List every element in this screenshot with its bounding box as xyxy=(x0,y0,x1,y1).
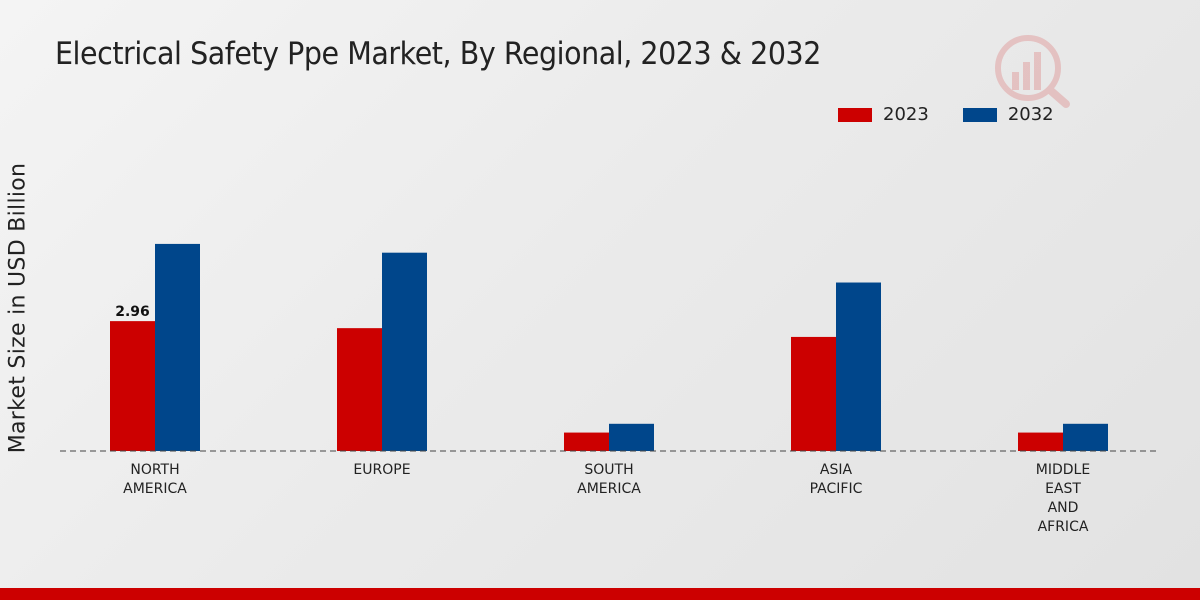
bar-2023-europe xyxy=(337,328,382,451)
bar-2023-middle-east-and-africa xyxy=(1018,432,1063,451)
data-label-2023-north-america: 2.96 xyxy=(115,304,150,320)
x-tick-label-middle-east-and-africa-4: AFRICA xyxy=(1038,519,1089,535)
x-tick-label-asia-pacific-2: PACIFIC xyxy=(810,481,863,497)
legend-item-2032: 2032 xyxy=(962,104,1054,125)
bar-2023-south-america xyxy=(564,432,609,451)
legend-label-2023: 2023 xyxy=(883,104,929,125)
x-tick-label-north-america-1: NORTH xyxy=(130,462,179,478)
bottom-accent-bar xyxy=(0,588,1200,600)
logo-icon xyxy=(995,35,1070,108)
x-tick-label-south-america-1: SOUTH xyxy=(584,462,633,478)
bar-2023-north-america xyxy=(110,321,155,451)
legend-swatch-2032 xyxy=(962,107,997,122)
x-tick-label-middle-east-and-africa-1: MIDDLE xyxy=(1036,462,1090,478)
x-tick-label-south-america-2: AMERICA xyxy=(577,481,641,497)
chart-title: Electrical Safety Ppe Market, By Regiona… xyxy=(55,36,821,72)
bar-2032-middle-east-and-africa xyxy=(1063,423,1108,451)
x-tick-label-middle-east-and-africa-3: AND xyxy=(1048,500,1079,516)
bar-2032-north-america xyxy=(155,243,200,451)
legend-swatch-2023 xyxy=(838,107,872,122)
bar-2023-asia-pacific xyxy=(791,336,836,451)
legend: 2023 2032 xyxy=(838,104,1088,125)
bar-2032-south-america xyxy=(609,423,654,451)
x-tick-label-asia-pacific-1: ASIA xyxy=(820,462,853,478)
bar-2032-asia-pacific xyxy=(836,282,881,451)
legend-item-2023: 2023 xyxy=(838,104,929,125)
bar-2032-europe xyxy=(382,252,427,451)
x-tick-label-europe-1: EUROPE xyxy=(353,462,410,478)
legend-label-2032: 2032 xyxy=(1007,104,1054,125)
x-tick-label-middle-east-and-africa-2: EAST xyxy=(1045,481,1081,497)
x-tick-label-north-america-2: AMERICA xyxy=(123,481,187,497)
